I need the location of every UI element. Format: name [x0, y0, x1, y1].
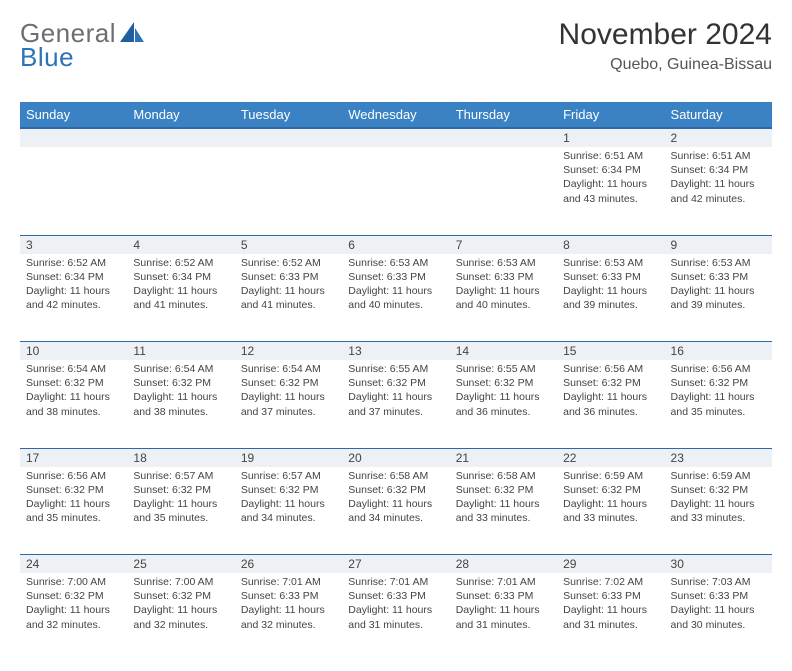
day-number-cell: 16: [665, 342, 772, 361]
day-number-cell: 7: [450, 235, 557, 254]
day-number-cell: [20, 128, 127, 147]
week-number-row: 10111213141516: [20, 342, 772, 361]
day-content-cell: Sunrise: 6:56 AMSunset: 6:32 PMDaylight:…: [20, 467, 127, 555]
day-number-cell: 30: [665, 555, 772, 574]
day-number-cell: 2: [665, 128, 772, 147]
day-content-cell: Sunrise: 6:54 AMSunset: 6:32 PMDaylight:…: [127, 360, 234, 448]
month-title: November 2024: [559, 18, 772, 52]
day-number-cell: 4: [127, 235, 234, 254]
day-number-cell: 29: [557, 555, 664, 574]
day-content-cell: Sunrise: 6:53 AMSunset: 6:33 PMDaylight:…: [557, 254, 664, 342]
day-number-cell: 13: [342, 342, 449, 361]
day-content-cell: Sunrise: 6:57 AMSunset: 6:32 PMDaylight:…: [127, 467, 234, 555]
weekday-header: Tuesday: [235, 102, 342, 128]
day-content-cell: Sunrise: 7:02 AMSunset: 6:33 PMDaylight:…: [557, 573, 664, 661]
day-number-cell: 20: [342, 448, 449, 467]
day-number-cell: 5: [235, 235, 342, 254]
weekday-header: Thursday: [450, 102, 557, 128]
day-content-cell: Sunrise: 6:53 AMSunset: 6:33 PMDaylight:…: [342, 254, 449, 342]
week-content-row: Sunrise: 6:54 AMSunset: 6:32 PMDaylight:…: [20, 360, 772, 448]
day-number-cell: 24: [20, 555, 127, 574]
day-content-cell: Sunrise: 7:01 AMSunset: 6:33 PMDaylight:…: [342, 573, 449, 661]
weekday-header: Saturday: [665, 102, 772, 128]
day-content-cell: Sunrise: 6:54 AMSunset: 6:32 PMDaylight:…: [235, 360, 342, 448]
day-content-cell: Sunrise: 6:52 AMSunset: 6:33 PMDaylight:…: [235, 254, 342, 342]
day-content-cell: Sunrise: 6:55 AMSunset: 6:32 PMDaylight:…: [342, 360, 449, 448]
day-number-cell: 14: [450, 342, 557, 361]
day-content-cell: Sunrise: 6:58 AMSunset: 6:32 PMDaylight:…: [342, 467, 449, 555]
day-content-cell: Sunrise: 6:52 AMSunset: 6:34 PMDaylight:…: [127, 254, 234, 342]
day-content-cell: Sunrise: 7:00 AMSunset: 6:32 PMDaylight:…: [20, 573, 127, 661]
day-number-cell: 3: [20, 235, 127, 254]
weekday-header: Wednesday: [342, 102, 449, 128]
day-content-cell: Sunrise: 6:59 AMSunset: 6:32 PMDaylight:…: [557, 467, 664, 555]
day-content-cell: [342, 147, 449, 235]
day-content-cell: [20, 147, 127, 235]
day-number-cell: 23: [665, 448, 772, 467]
day-content-cell: Sunrise: 6:53 AMSunset: 6:33 PMDaylight:…: [450, 254, 557, 342]
day-content-cell: [450, 147, 557, 235]
day-number-cell: [127, 128, 234, 147]
day-number-cell: 10: [20, 342, 127, 361]
day-content-cell: Sunrise: 6:54 AMSunset: 6:32 PMDaylight:…: [20, 360, 127, 448]
day-content-cell: Sunrise: 6:58 AMSunset: 6:32 PMDaylight:…: [450, 467, 557, 555]
day-content-cell: Sunrise: 6:53 AMSunset: 6:33 PMDaylight:…: [665, 254, 772, 342]
day-content-cell: Sunrise: 6:56 AMSunset: 6:32 PMDaylight:…: [665, 360, 772, 448]
day-content-cell: Sunrise: 6:52 AMSunset: 6:34 PMDaylight:…: [20, 254, 127, 342]
day-content-cell: Sunrise: 7:01 AMSunset: 6:33 PMDaylight:…: [235, 573, 342, 661]
week-number-row: 3456789: [20, 235, 772, 254]
day-number-cell: 21: [450, 448, 557, 467]
week-content-row: Sunrise: 7:00 AMSunset: 6:32 PMDaylight:…: [20, 573, 772, 661]
day-number-cell: [235, 128, 342, 147]
day-number-cell: 1: [557, 128, 664, 147]
sail-icon: [120, 22, 146, 49]
day-content-cell: Sunrise: 6:59 AMSunset: 6:32 PMDaylight:…: [665, 467, 772, 555]
day-number-cell: 11: [127, 342, 234, 361]
day-number-cell: 19: [235, 448, 342, 467]
day-content-cell: Sunrise: 6:56 AMSunset: 6:32 PMDaylight:…: [557, 360, 664, 448]
week-content-row: Sunrise: 6:51 AMSunset: 6:34 PMDaylight:…: [20, 147, 772, 235]
calendar-page: General November 2024 Quebo, Guinea-Biss…: [0, 0, 792, 671]
day-number-cell: 25: [127, 555, 234, 574]
day-number-cell: 28: [450, 555, 557, 574]
day-content-cell: Sunrise: 6:57 AMSunset: 6:32 PMDaylight:…: [235, 467, 342, 555]
day-number-cell: 17: [20, 448, 127, 467]
day-number-cell: 15: [557, 342, 664, 361]
day-content-cell: Sunrise: 7:01 AMSunset: 6:33 PMDaylight:…: [450, 573, 557, 661]
calendar-body: 12 Sunrise: 6:51 AMSunset: 6:34 PMDaylig…: [20, 128, 772, 661]
day-number-cell: 12: [235, 342, 342, 361]
title-block: November 2024 Quebo, Guinea-Bissau: [559, 18, 772, 74]
day-number-cell: 9: [665, 235, 772, 254]
weekday-header: Sunday: [20, 102, 127, 128]
calendar-table: Sunday Monday Tuesday Wednesday Thursday…: [20, 102, 772, 661]
day-number-cell: 18: [127, 448, 234, 467]
brand-blue-row: Blue: [20, 42, 74, 73]
day-number-cell: 22: [557, 448, 664, 467]
week-content-row: Sunrise: 6:56 AMSunset: 6:32 PMDaylight:…: [20, 467, 772, 555]
week-number-row: 17181920212223: [20, 448, 772, 467]
day-content-cell: Sunrise: 6:51 AMSunset: 6:34 PMDaylight:…: [557, 147, 664, 235]
day-content-cell: [235, 147, 342, 235]
top-bar: General November 2024 Quebo, Guinea-Biss…: [20, 18, 772, 74]
location-label: Quebo, Guinea-Bissau: [559, 56, 772, 74]
brand-part2: Blue: [20, 42, 74, 73]
week-number-row: 12: [20, 128, 772, 147]
weekday-header: Monday: [127, 102, 234, 128]
week-content-row: Sunrise: 6:52 AMSunset: 6:34 PMDaylight:…: [20, 254, 772, 342]
day-number-cell: [450, 128, 557, 147]
week-number-row: 24252627282930: [20, 555, 772, 574]
day-number-cell: [342, 128, 449, 147]
day-content-cell: [127, 147, 234, 235]
day-content-cell: Sunrise: 7:03 AMSunset: 6:33 PMDaylight:…: [665, 573, 772, 661]
day-content-cell: Sunrise: 6:55 AMSunset: 6:32 PMDaylight:…: [450, 360, 557, 448]
day-number-cell: 26: [235, 555, 342, 574]
day-number-cell: 8: [557, 235, 664, 254]
weekday-header-row: Sunday Monday Tuesday Wednesday Thursday…: [20, 102, 772, 128]
day-content-cell: Sunrise: 7:00 AMSunset: 6:32 PMDaylight:…: [127, 573, 234, 661]
day-number-cell: 27: [342, 555, 449, 574]
weekday-header: Friday: [557, 102, 664, 128]
day-number-cell: 6: [342, 235, 449, 254]
day-content-cell: Sunrise: 6:51 AMSunset: 6:34 PMDaylight:…: [665, 147, 772, 235]
